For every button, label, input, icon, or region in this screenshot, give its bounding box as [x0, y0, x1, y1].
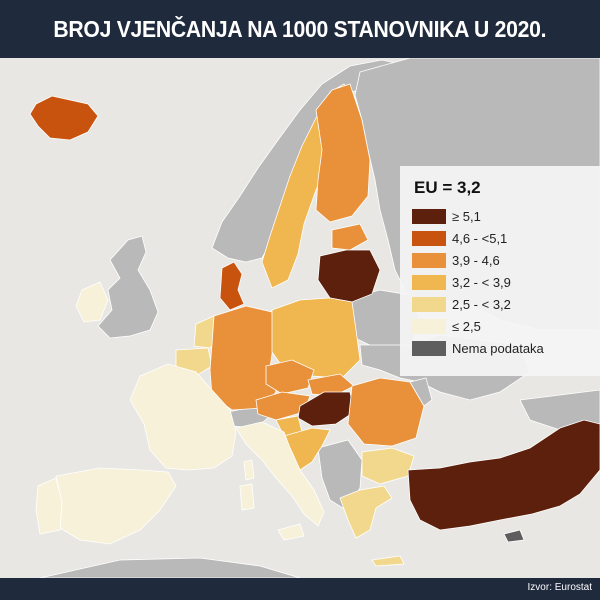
hungary [297, 391, 355, 427]
legend-swatch [412, 340, 446, 356]
legend-label: 3,9 - 4,6 [452, 252, 500, 268]
map-area: EU = 3,2 ≥ 5,1 4,6 - <5,1 3,9 - 4,6 3,2 … [0, 58, 600, 578]
legend-swatch [412, 318, 446, 334]
sicily [277, 523, 305, 541]
legend-swatch [412, 252, 446, 268]
czechia [265, 359, 315, 395]
legend-item: ≥ 5,1 [412, 208, 481, 224]
legend-label: 2,5 - < 3,2 [452, 296, 511, 312]
legend-swatch [412, 230, 446, 246]
romania [347, 377, 425, 447]
france [129, 363, 237, 471]
iceland [29, 95, 99, 141]
map-title: BROJ VJENČANJA NA 1000 STANOVNIKA U 2020… [53, 15, 547, 42]
title-bar: BROJ VJENČANJA NA 1000 STANOVNIKA U 2020… [0, 0, 600, 58]
sardinia [239, 483, 255, 511]
cyprus [503, 529, 525, 543]
latvia-lithuania [317, 249, 381, 303]
denmark [219, 261, 245, 311]
legend-label: ≤ 2,5 [452, 318, 481, 334]
legend: EU = 3,2 ≥ 5,1 4,6 - <5,1 3,9 - 4,6 3,2 … [400, 166, 600, 376]
crete [371, 555, 405, 567]
italy [235, 421, 325, 527]
legend-swatch [412, 208, 446, 224]
legend-item: 3,9 - 4,6 [412, 252, 500, 268]
legend-swatch [412, 274, 446, 290]
north-africa [39, 557, 301, 578]
footer-bar: Izvor: Eurostat [0, 578, 600, 600]
slovakia [307, 373, 355, 397]
corsica [243, 459, 255, 481]
finland [315, 83, 371, 223]
legend-label: Nema podataka [452, 340, 544, 356]
legend-label: ≥ 5,1 [452, 208, 481, 224]
germany [209, 305, 277, 411]
legend-label: 3,2 - < 3,9 [452, 274, 511, 290]
estonia [331, 223, 369, 251]
moldova [409, 377, 433, 407]
turkey [407, 419, 600, 531]
ireland [75, 281, 109, 323]
uk [97, 235, 159, 339]
legend-item: 2,5 - < 3,2 [412, 296, 511, 312]
legend-swatch [412, 296, 446, 312]
legend-item: Nema podataka [412, 340, 544, 356]
portugal [35, 477, 63, 535]
legend-title: EU = 3,2 [414, 178, 481, 197]
legend-item: 3,2 - < 3,9 [412, 274, 511, 290]
source-credit: Izvor: Eurostat [527, 582, 592, 593]
legend-item: ≤ 2,5 [412, 318, 481, 334]
greece [339, 485, 393, 539]
legend-item: 4,6 - <5,1 [412, 230, 507, 246]
legend-label: 4,6 - <5,1 [452, 230, 508, 246]
